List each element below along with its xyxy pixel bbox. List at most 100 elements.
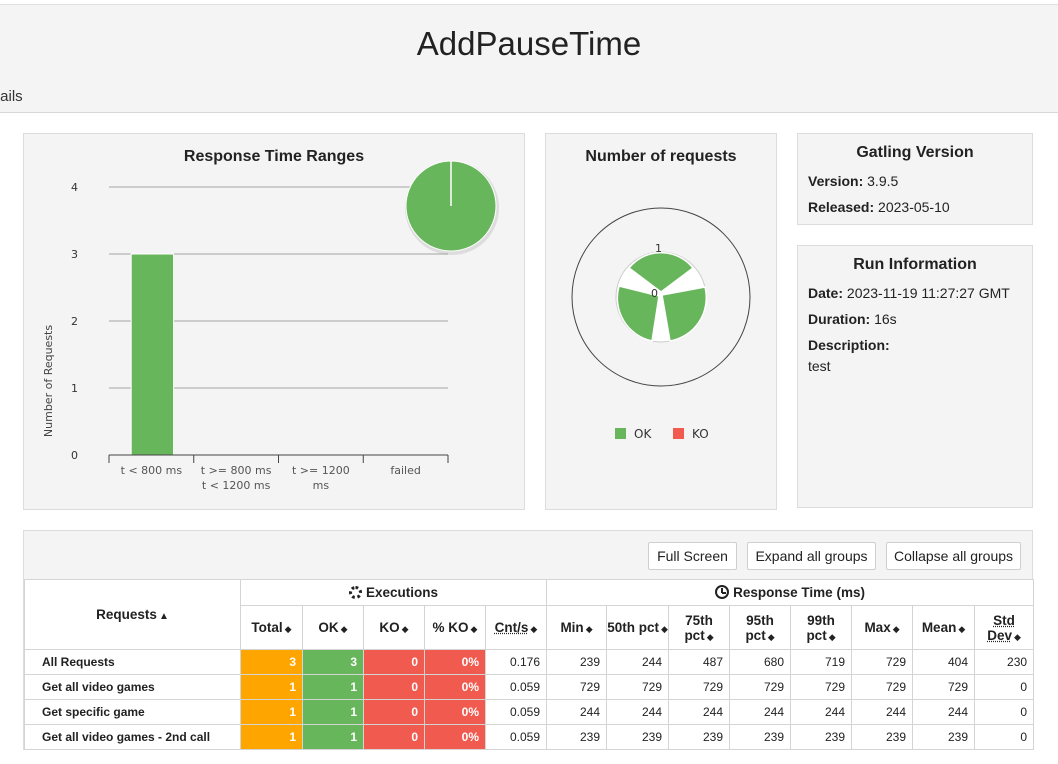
gatling-version-panel: Gatling Version Version: 3.9.5 Released:… bbox=[797, 133, 1033, 225]
cell-min: 239 bbox=[546, 724, 608, 750]
date-row: Date: 2023-11-19 11:27:27 GMT bbox=[808, 285, 1010, 301]
cell-99th-pct: 239 bbox=[790, 724, 853, 750]
cell-ko: 0 bbox=[363, 674, 425, 700]
released-row: Released: 2023-05-10 bbox=[808, 199, 950, 215]
run-information-panel: Run Information Date: 2023-11-19 11:27:2… bbox=[797, 245, 1033, 508]
requests-column-header[interactable]: Requests ▲ bbox=[24, 579, 241, 650]
cell--ko: 0% bbox=[424, 649, 486, 675]
cell-min: 729 bbox=[546, 674, 608, 700]
number-of-requests-chart: 1 0 OK KO bbox=[571, 207, 751, 441]
details-tab[interactable]: tails bbox=[0, 88, 23, 105]
cell-95th-pct: 244 bbox=[729, 699, 792, 725]
date-label: Date: bbox=[808, 285, 844, 301]
version-label: Version: bbox=[808, 173, 864, 189]
bar[interactable] bbox=[130, 253, 175, 456]
legend-ko-swatch bbox=[673, 428, 684, 439]
cell-50th-pct: 239 bbox=[606, 724, 670, 750]
collapse-all-groups-button[interactable]: Collapse all groups bbox=[886, 542, 1021, 570]
column-header-ok[interactable]: OK ◆ bbox=[302, 605, 364, 650]
released-value: 2023-05-10 bbox=[878, 199, 950, 215]
cell-total: 1 bbox=[240, 724, 303, 750]
column-header-cnt-s[interactable]: Cnt/s ◆ bbox=[484, 605, 548, 650]
table-row: Get all video games - 2nd call 1 1 0 0% 0.059… bbox=[24, 724, 1035, 750]
request-name[interactable]: All Requests bbox=[24, 649, 241, 675]
y-tick-label: 4 bbox=[71, 181, 78, 194]
legend-ko-label: KO bbox=[692, 427, 709, 441]
polar-scale-label-0: 0 bbox=[651, 287, 658, 300]
cell-75th-pct: 244 bbox=[668, 699, 731, 725]
column-header-ko[interactable]: KO ◆ bbox=[363, 605, 425, 650]
column-header-75th-pct[interactable]: 75th pct ◆ bbox=[668, 605, 731, 650]
x-tick-label: t >= 1200 ms bbox=[292, 464, 350, 492]
cell-cnt-s: 0.176 bbox=[484, 649, 548, 675]
cell-std-dev: 230 bbox=[974, 649, 1035, 675]
y-axis-label: Number of Requests bbox=[42, 325, 55, 437]
x-tick-label: t < 800 ms bbox=[121, 464, 183, 477]
cell-ko: 0 bbox=[363, 699, 425, 725]
cell-ko: 0 bbox=[363, 649, 425, 675]
duration-row: Duration: 16s bbox=[808, 311, 897, 327]
description-label: Description: bbox=[808, 337, 890, 353]
request-name[interactable]: Get specific game bbox=[24, 699, 241, 725]
requests-polar-slices bbox=[616, 251, 708, 342]
legend-ok-label: OK bbox=[634, 427, 652, 441]
duration-value: 16s bbox=[874, 311, 897, 327]
response-time-pie bbox=[405, 160, 499, 255]
cell-total: 1 bbox=[240, 699, 303, 725]
number-of-requests-title: Number of requests bbox=[585, 148, 737, 165]
cell-mean: 729 bbox=[912, 674, 976, 700]
released-label: Released: bbox=[808, 199, 875, 215]
column-header--ko[interactable]: % KO ◆ bbox=[424, 605, 486, 650]
x-tick-label: failed bbox=[390, 464, 420, 477]
response-time-ranges-panel: Response Time Ranges 0 1 2 3 4 Number of Req… bbox=[23, 133, 525, 510]
cell-95th-pct: 729 bbox=[729, 674, 792, 700]
response-time-ranges-chart: 0 1 2 3 4 Number of Requests t < 800 ms t >= … bbox=[42, 160, 499, 492]
request-name[interactable]: Get all video games - 2nd call bbox=[24, 724, 241, 750]
cell-cnt-s: 0.059 bbox=[484, 699, 548, 725]
cell-std-dev: 0 bbox=[974, 699, 1035, 725]
y-tick-label: 1 bbox=[71, 382, 78, 395]
requests-legend: OK KO bbox=[615, 427, 709, 441]
cell-95th-pct: 239 bbox=[729, 724, 792, 750]
cell-std-dev: 0 bbox=[974, 674, 1035, 700]
column-header-95th-pct[interactable]: 95th pct ◆ bbox=[729, 605, 792, 650]
description-value: test bbox=[808, 358, 831, 374]
cell--ko: 0% bbox=[424, 674, 486, 700]
cell-min: 244 bbox=[546, 699, 608, 725]
column-header-min[interactable]: Min ◆ bbox=[546, 605, 608, 650]
table-row: Get specific game 1 1 0 0% 0.059 244 244 244 244 2… bbox=[24, 699, 1035, 725]
number-of-requests-panel: Number of requests 1 0 OK KO bbox=[545, 133, 777, 510]
cell-50th-pct: 244 bbox=[606, 649, 670, 675]
request-name[interactable]: Get all video games bbox=[24, 674, 241, 700]
column-header-mean[interactable]: Mean ◆ bbox=[912, 605, 976, 650]
response-time-group-header: Response Time (ms) bbox=[546, 579, 1035, 606]
cell-cnt-s: 0.059 bbox=[484, 724, 548, 750]
polar-scale-label-1: 1 bbox=[655, 242, 662, 255]
y-tick-label: 2 bbox=[71, 315, 78, 328]
table-row: All Requests 3 3 0 0% 0.176 239 244 487 680 719 729… bbox=[24, 649, 1035, 675]
column-header-50th-pct[interactable]: 50th pct ◆ bbox=[606, 605, 670, 650]
cell-ok: 3 bbox=[302, 649, 364, 675]
cell-ok: 1 bbox=[302, 699, 364, 725]
cell-99th-pct: 729 bbox=[790, 674, 853, 700]
cell--ko: 0% bbox=[424, 699, 486, 725]
column-header-total[interactable]: Total ◆ bbox=[240, 605, 303, 650]
cell-ko: 0 bbox=[363, 724, 425, 750]
cell-min: 239 bbox=[546, 649, 608, 675]
column-header-99th-pct[interactable]: 99th pct ◆ bbox=[790, 605, 853, 650]
cell-max: 729 bbox=[851, 674, 914, 700]
expand-all-groups-button[interactable]: Expand all groups bbox=[747, 542, 876, 570]
description-row: Description: bbox=[808, 337, 890, 353]
column-header-std-dev[interactable]: Std Dev ◆ bbox=[974, 605, 1035, 650]
x-tick-label: t >= 800 ms t < 1200 ms bbox=[201, 464, 272, 492]
cell-ok: 1 bbox=[302, 674, 364, 700]
cell-50th-pct: 244 bbox=[606, 699, 670, 725]
cell-mean: 239 bbox=[912, 724, 976, 750]
executions-group-header: Executions bbox=[239, 579, 548, 606]
cell-std-dev: 0 bbox=[974, 724, 1035, 750]
cell-total: 1 bbox=[240, 674, 303, 700]
column-header-max[interactable]: Max ◆ bbox=[851, 605, 914, 650]
cell-cnt-s: 0.059 bbox=[484, 674, 548, 700]
y-tick-label: 3 bbox=[71, 248, 78, 261]
full-screen-button[interactable]: Full Screen bbox=[648, 542, 737, 570]
